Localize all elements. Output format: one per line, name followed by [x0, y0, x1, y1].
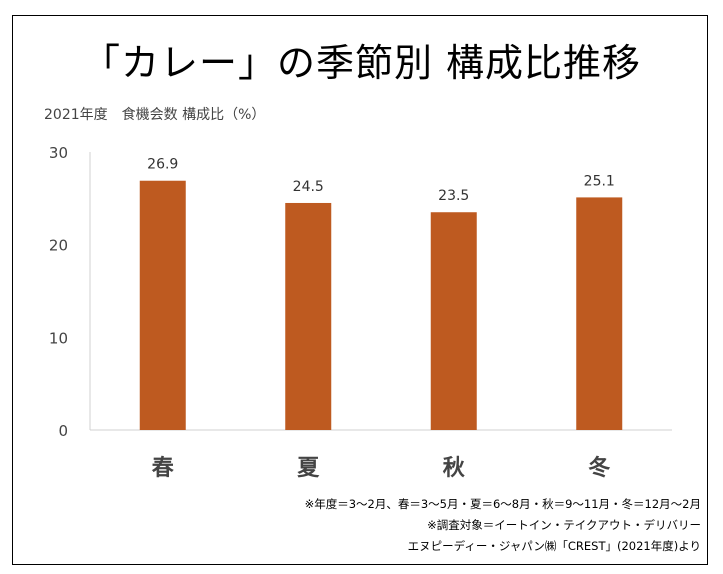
y-tick-label: 10 [49, 329, 68, 347]
x-tick-label: 春 [152, 456, 174, 481]
note-1: ※年度＝3～2月、春＝3～5月・夏＝6～8月・秋＝9～11月・冬＝12月～2月 [304, 497, 701, 511]
bar-2 [430, 212, 477, 430]
bar-1 [285, 202, 332, 430]
data-label: 26.9 [147, 157, 178, 173]
data-label: 25.1 [584, 173, 615, 189]
note-3: エヌピーディー・ジャパン㈱「CREST」(2021年度)より [407, 539, 701, 553]
bar-3 [576, 197, 623, 430]
footnotes: ※年度＝3～2月、春＝3～5月・夏＝6～8月・秋＝9～11月・冬＝12月～2月 … [305, 494, 701, 557]
y-tick-label: 0 [58, 422, 68, 440]
x-tick-label: 秋 [443, 456, 466, 481]
y-axis-label: 2021年度 食機会数 構成比（%） [44, 107, 266, 123]
bar-0 [139, 180, 186, 430]
chart-frame [12, 15, 708, 565]
x-tick-label: 夏 [297, 456, 320, 481]
note-2: ※調査対象＝イートイン・テイクアウト・デリバリー [427, 518, 701, 532]
data-label: 23.5 [438, 188, 469, 204]
x-tick-label: 冬 [588, 455, 610, 481]
y-tick-label: 20 [49, 237, 68, 255]
chart-title: 「カレー」の季節別 構成比推移 [81, 41, 642, 85]
y-tick-label: 30 [49, 144, 68, 162]
data-label: 24.5 [293, 179, 324, 195]
